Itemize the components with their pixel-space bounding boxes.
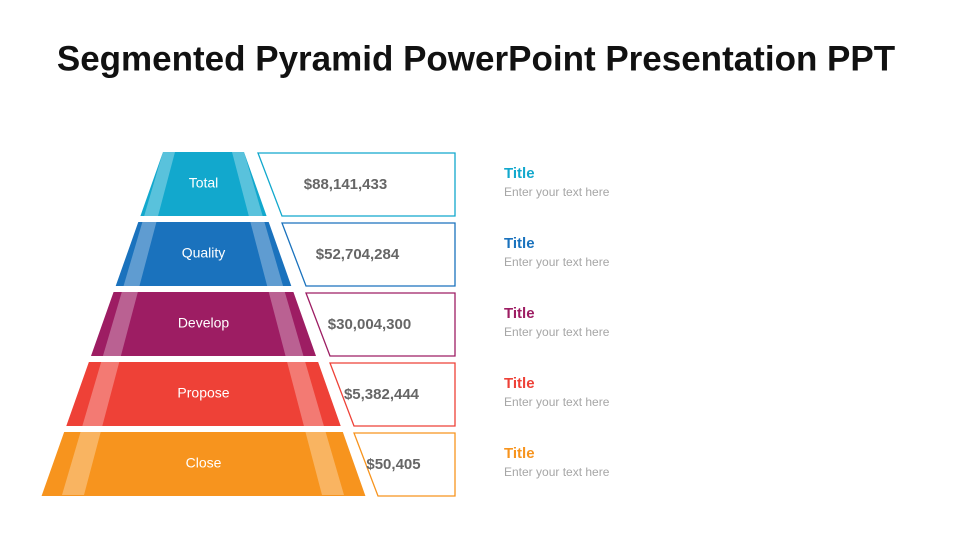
- value-box: [353, 432, 456, 497]
- highlight-stripe: [232, 152, 344, 495]
- item-text: Enter your text here: [504, 465, 610, 479]
- value-box: [305, 292, 456, 357]
- pyramid-segment: [90, 292, 317, 356]
- item-title: Title: [504, 445, 535, 462]
- slide-title: Segmented Pyramid PowerPoint Presentatio…: [57, 39, 895, 78]
- segment-label: Develop: [178, 315, 230, 331]
- pyramid: [41, 152, 366, 496]
- value-box: [281, 222, 456, 287]
- segment-label: Total: [189, 175, 219, 191]
- pyramid-segment: [140, 152, 267, 216]
- pyramid-segment: [115, 222, 292, 286]
- value: $88,141,433: [304, 176, 387, 193]
- highlights: [62, 152, 344, 495]
- pyramid-segment: [66, 362, 341, 426]
- value-box: [257, 152, 456, 217]
- item-title: Title: [504, 375, 535, 392]
- highlight-stripe: [62, 152, 175, 495]
- item-text: Enter your text here: [504, 185, 610, 199]
- item-title: Title: [504, 305, 535, 322]
- segment-label: Propose: [177, 385, 229, 401]
- value-box: [329, 362, 456, 427]
- value: $50,405: [366, 456, 420, 473]
- item-text: Enter your text here: [504, 395, 610, 409]
- item-text: Enter your text here: [504, 255, 610, 269]
- pyramid-segment: [41, 432, 366, 496]
- value: $30,004,300: [328, 316, 411, 333]
- item-title: Title: [504, 235, 535, 252]
- segment-label: Quality: [182, 245, 226, 261]
- item-text: Enter your text here: [504, 325, 610, 339]
- segment-label: Close: [186, 455, 222, 471]
- details: Total $88,141,433 Title Enter your text her…: [177, 152, 610, 497]
- item-title: Title: [504, 165, 535, 182]
- value: $5,382,444: [344, 386, 420, 403]
- value: $52,704,284: [316, 246, 400, 263]
